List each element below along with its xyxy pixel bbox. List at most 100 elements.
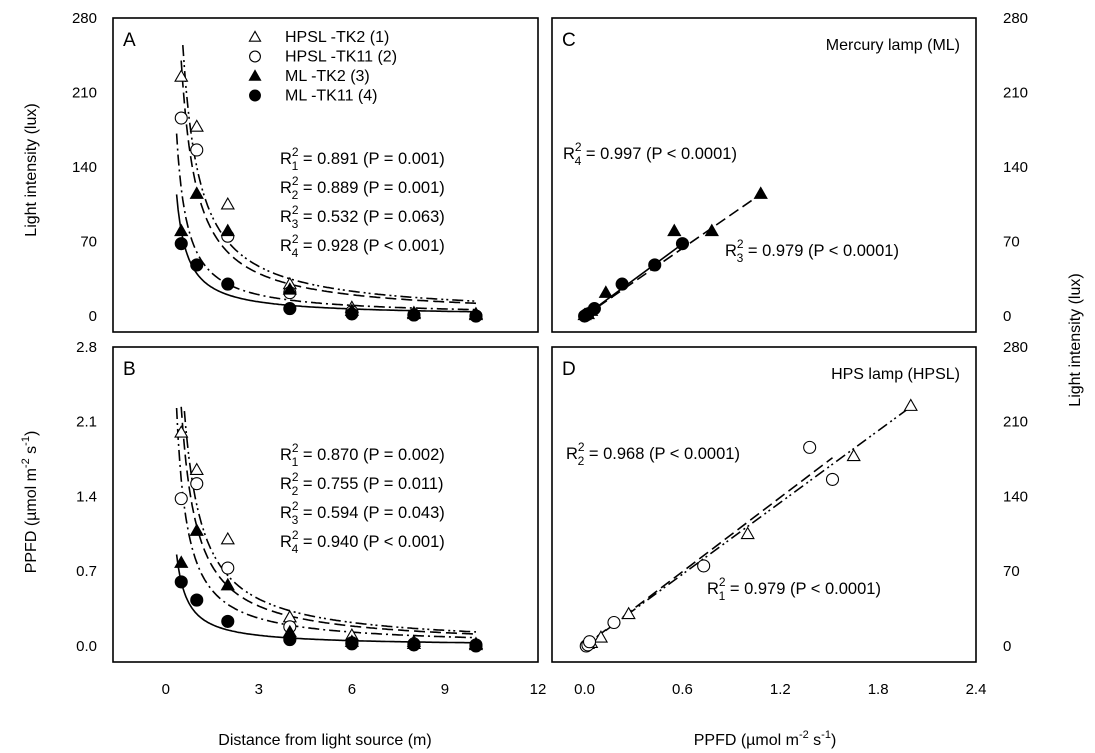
filled-triangle-marker [704, 223, 719, 237]
r2-value: = 0.997 (P < 0.0001) [581, 145, 737, 163]
x-tick-label: 12 [530, 681, 547, 698]
r2-superscript: 2 [292, 499, 299, 513]
filled-circle-marker [190, 593, 204, 607]
y-tick-label: 1.4 [76, 488, 97, 505]
r2-superscript: 2 [575, 140, 582, 154]
y-tick-label: 0.0 [76, 638, 97, 655]
x-axis-title: PPFD (µmol m-2 s-1) [694, 729, 837, 749]
fit-curve [182, 45, 476, 302]
fit-line [584, 243, 683, 317]
x-tick-label: 6 [348, 681, 356, 698]
open-circle-marker [697, 559, 711, 573]
x-tick-label: 0.6 [672, 681, 693, 698]
filled-triangle-marker [248, 69, 262, 81]
r2-letter: R [280, 208, 292, 226]
open-circle-marker [582, 635, 597, 649]
fit-curve [175, 194, 476, 313]
r2-letter: R [280, 179, 292, 197]
x-axis-title: Distance from light source (m) [218, 732, 431, 749]
filled-circle-marker [469, 309, 483, 323]
y-tick-label: 0 [1003, 638, 1011, 655]
axis-title-part: ) [23, 431, 40, 436]
fit-curve [183, 411, 477, 633]
x-tick-label: 1.8 [868, 681, 889, 698]
filled-triangle-marker [667, 223, 682, 237]
filled-circle-marker [345, 307, 359, 321]
open-circle-marker [607, 615, 621, 630]
r2-subscript: 4 [575, 154, 582, 168]
axis-title-sup: -2 [799, 729, 809, 741]
open-triangle-marker [220, 196, 235, 210]
fit-line [584, 193, 762, 317]
open-triangle-marker [189, 119, 204, 132]
open-circle-marker [190, 143, 204, 157]
r2-value: = 0.979 (P < 0.0001) [725, 580, 881, 598]
filled-circle-marker [221, 277, 235, 291]
open-circle-marker [190, 477, 204, 491]
plot-frame [112, 346, 539, 663]
r2-letter: R [566, 445, 578, 463]
lamp-title: HPS lamp (HPSL) [831, 366, 960, 383]
x-axis-ticks: 0 3 6 9 12 0.0 0.6 1.2 1.8 2.4 [162, 681, 987, 698]
filled-circle-marker [587, 302, 601, 316]
open-triangle-marker [846, 448, 861, 462]
r2-annotation: R2 3 = 0.979 (P < 0.0001) [725, 237, 899, 265]
filled-circle-marker [407, 308, 421, 322]
fit-curve [180, 60, 477, 305]
open-triangle-marker [248, 30, 262, 42]
r2-annotation: R2 3 = 0.594 (P = 0.043) [280, 499, 445, 527]
legend-label: ML -TK2 (3) [285, 68, 370, 85]
filled-circle-marker [345, 637, 359, 651]
panel-letter: B [123, 359, 136, 380]
r2-subscript: 3 [292, 217, 299, 231]
axis-title-part: s [23, 446, 40, 458]
filled-triangle-marker [189, 186, 204, 199]
filled-triangle-marker [189, 523, 204, 536]
filled-circle-marker [174, 237, 188, 251]
r2-letter: R [280, 150, 292, 168]
r2-value: = 0.968 (P < 0.0001) [584, 445, 740, 463]
filled-circle-marker [174, 575, 188, 589]
r2-value: = 0.979 (P < 0.0001) [743, 242, 899, 260]
open-triangle-marker [220, 531, 235, 545]
r2-value: = 0.889 (P = 0.001) [298, 179, 444, 197]
r2-annotation: R2 1 = 0.870 (P = 0.002) [280, 441, 445, 469]
open-triangle-marker [903, 398, 918, 411]
r2-letter: R [280, 533, 292, 551]
y-tick-label: 0.7 [76, 563, 97, 580]
x-tick-label: 3 [255, 681, 263, 698]
open-circle-marker [803, 440, 817, 454]
r2-annotation: R2 2 = 0.968 (P < 0.0001) [566, 440, 740, 468]
legend-label: ML -TK11 (4) [285, 88, 377, 105]
filled-circle-marker [221, 614, 235, 628]
plot-frame [551, 346, 977, 663]
y-axis-title: PPFD (µmol m-2 s-1) [20, 431, 40, 574]
r2-subscript: 2 [578, 454, 585, 468]
plot-frame [551, 17, 977, 333]
y-tick-label: 140 [1003, 488, 1028, 505]
r2-letter: R [725, 242, 737, 260]
filled-triangle-marker [220, 577, 235, 591]
filled-circle-marker [615, 277, 629, 291]
y-tick-label: 2.8 [76, 339, 97, 356]
y-tick-label: 210 [1003, 414, 1028, 431]
axis-title-sup: -1 [20, 436, 32, 446]
r2-value: = 0.594 (P = 0.043) [298, 504, 444, 522]
panel-b: BR2 1 = 0.870 (P = 0.002)R2 2 = 0.755 (P =… [76, 339, 539, 663]
open-triangle-marker [593, 630, 609, 643]
r2-letter: R [563, 145, 575, 163]
y-tick-label: 0 [1003, 308, 1011, 325]
r2-annotation: R2 4 = 0.997 (P < 0.0001) [563, 140, 737, 168]
panel-letter: D [562, 359, 576, 380]
r2-annotation: R2 4 = 0.940 (P < 0.001) [280, 528, 445, 556]
r2-superscript: 2 [292, 203, 299, 217]
filled-circle-marker [283, 633, 297, 647]
r2-superscript: 2 [292, 528, 299, 542]
r2-subscript: 4 [292, 542, 299, 556]
y-tick-label: 210 [1003, 85, 1028, 102]
filled-circle-marker [190, 258, 204, 272]
x-tick-label: 1.2 [770, 681, 791, 698]
open-circle-marker [174, 111, 188, 125]
x-tick-label: 9 [441, 681, 449, 698]
r2-subscript: 2 [292, 484, 299, 498]
